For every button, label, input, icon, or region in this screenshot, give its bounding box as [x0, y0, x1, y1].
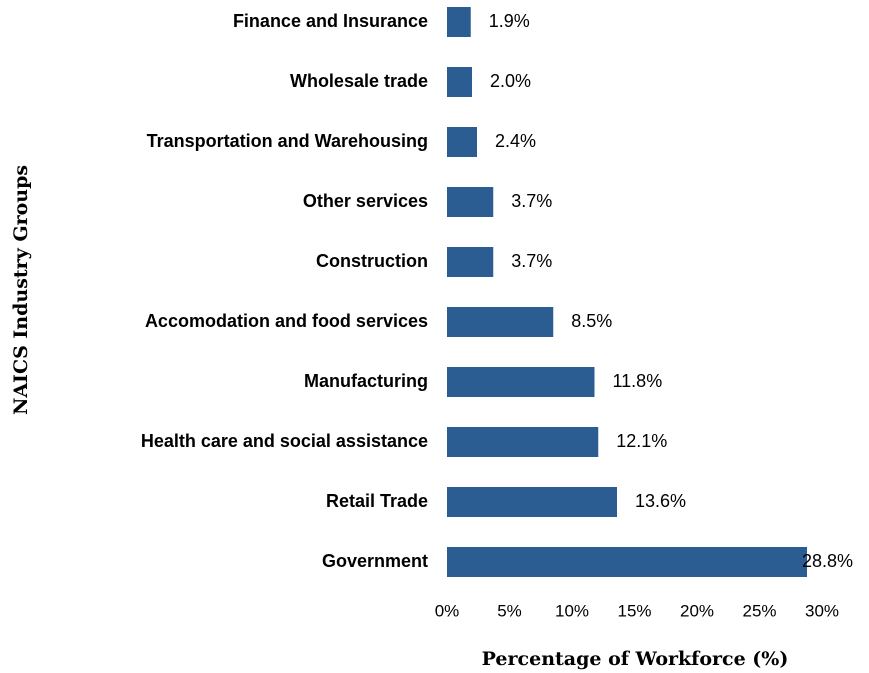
- bar: [447, 367, 595, 397]
- bar: [447, 487, 617, 517]
- x-tick-label: 20%: [680, 601, 714, 620]
- value-label: 3.7%: [511, 251, 552, 271]
- bar: [447, 427, 599, 457]
- bar: [447, 127, 477, 157]
- bar: [447, 547, 807, 577]
- y-tick-label: Finance and Insurance: [233, 11, 428, 31]
- value-label: 1.9%: [489, 11, 530, 31]
- y-tick-label: Transportation and Warehousing: [147, 131, 428, 151]
- y-tick-label: Construction: [316, 251, 428, 271]
- y-tick-label: Health care and social assistance: [141, 431, 428, 451]
- x-tick-label: 0%: [435, 601, 460, 620]
- y-axis-title: NAICS Industry Groups: [10, 165, 32, 415]
- y-tick-label: Other services: [303, 191, 428, 211]
- x-tick-label: 15%: [617, 601, 651, 620]
- y-tick-label: Retail Trade: [326, 491, 428, 511]
- x-tick-label: 30%: [805, 601, 839, 620]
- y-tick-label: Manufacturing: [304, 371, 428, 391]
- value-label: 12.1%: [616, 431, 667, 451]
- x-tick-label: 10%: [555, 601, 589, 620]
- value-label: 13.6%: [635, 491, 686, 511]
- y-tick-label: Wholesale trade: [290, 71, 428, 91]
- value-label: 28.8%: [802, 551, 853, 571]
- x-tick-label: 5%: [497, 601, 522, 620]
- value-label: 3.7%: [511, 191, 552, 211]
- y-tick-label: Accomodation and food services: [145, 311, 428, 331]
- value-label: 11.8%: [613, 371, 663, 391]
- bar: [447, 247, 494, 277]
- value-label: 2.0%: [490, 71, 531, 91]
- bar: [447, 187, 494, 217]
- bar: [447, 307, 554, 337]
- value-label: 2.4%: [495, 131, 536, 151]
- bar: [447, 67, 472, 97]
- bar: [447, 7, 471, 37]
- value-label: 8.5%: [571, 311, 612, 331]
- y-tick-label: Government: [322, 551, 428, 571]
- x-tick-label: 25%: [742, 601, 776, 620]
- x-axis-title: Percentage of Workforce (%): [482, 648, 789, 670]
